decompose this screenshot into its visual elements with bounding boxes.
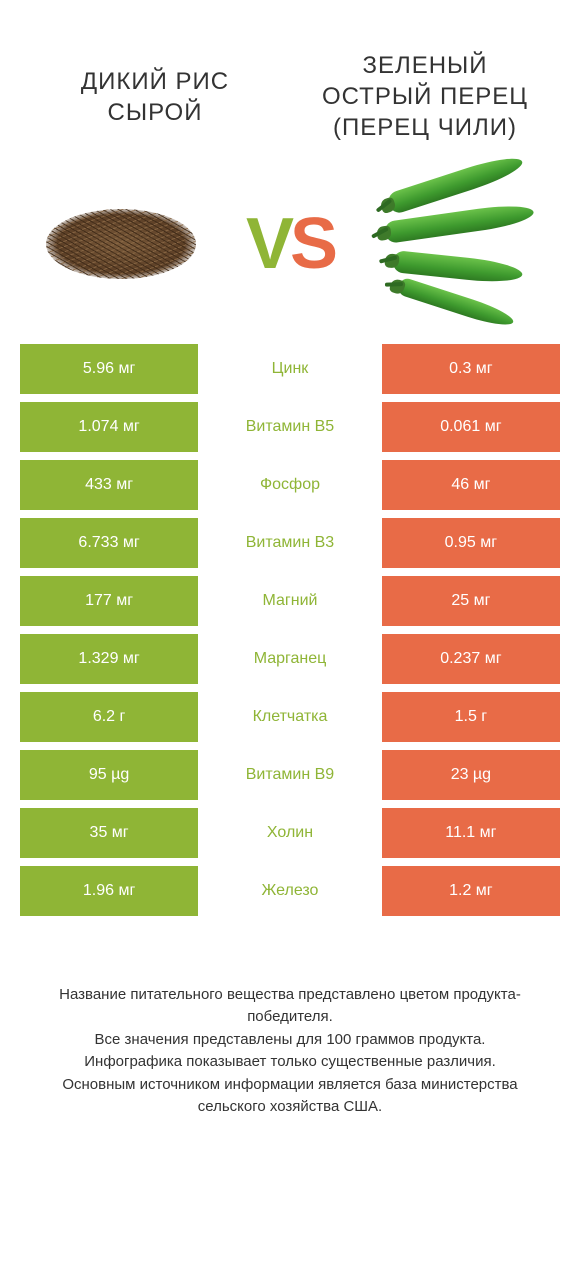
table-row: 1.96 мгЖелезо1.2 мг — [20, 866, 560, 916]
table-row: 95 µgВитамин B923 µg — [20, 750, 560, 800]
table-row: 1.074 мгВитамин B50.061 мг — [20, 402, 560, 452]
nutrient-table: 5.96 мгЦинк0.3 мг 1.074 мгВитамин B50.061… — [0, 344, 580, 924]
infographic: ДИКИЙ РИС СЫРОЙ ЗЕЛЕНЫЙ ОСТРЫЙ ПЕРЕЦ (ПЕ… — [0, 0, 580, 1264]
nutrient-label: Железо — [198, 866, 382, 916]
nutrient-label: Цинк — [198, 344, 382, 394]
vs-s: S — [290, 204, 334, 284]
table-row: 433 мгФосфор46 мг — [20, 460, 560, 510]
footer-line: Основным источником информации является … — [30, 1074, 550, 1119]
right-value: 0.3 мг — [382, 344, 560, 394]
nutrient-label: Клетчатка — [198, 692, 382, 742]
table-row: 35 мгХолин11.1 мг — [20, 808, 560, 858]
table-row: 6.733 мгВитамин B30.95 мг — [20, 518, 560, 568]
nutrient-label: Витамин B5 — [198, 402, 382, 452]
left-value: 177 мг — [20, 576, 198, 626]
right-value: 23 µg — [382, 750, 560, 800]
table-row: 5.96 мгЦинк0.3 мг — [20, 344, 560, 394]
right-value: 11.1 мг — [382, 808, 560, 858]
left-value: 1.074 мг — [20, 402, 198, 452]
right-value: 0.95 мг — [382, 518, 560, 568]
right-value: 25 мг — [382, 576, 560, 626]
left-value: 6.733 мг — [20, 518, 198, 568]
nutrient-label: Фосфор — [198, 460, 382, 510]
left-value: 5.96 мг — [20, 344, 198, 394]
nutrient-label: Витамин B9 — [198, 750, 382, 800]
image-row: VS — [0, 164, 580, 344]
left-value: 95 µg — [20, 750, 198, 800]
footer-line: Название питательного вещества представл… — [30, 984, 550, 1029]
left-image — [23, 209, 219, 279]
nutrient-label: Марганец — [198, 634, 382, 684]
right-value: 0.061 мг — [382, 402, 560, 452]
left-title: ДИКИЙ РИС СЫРОЙ — [34, 66, 277, 128]
right-value: 0.237 мг — [382, 634, 560, 684]
left-value: 35 мг — [20, 808, 198, 858]
left-value: 6.2 г — [20, 692, 198, 742]
vs-label: VS — [246, 203, 334, 285]
footer-line: Инфографика показывает только существенн… — [30, 1051, 550, 1074]
left-value: 1.329 мг — [20, 634, 198, 684]
footer-line: Все значения представлены для 100 граммо… — [30, 1029, 550, 1052]
nutrient-label: Магний — [198, 576, 382, 626]
rice-icon — [46, 209, 196, 279]
vs-v: V — [246, 204, 290, 284]
right-value: 1.2 мг — [382, 866, 560, 916]
chili-icon — [379, 184, 539, 304]
nutrient-label: Витамин B3 — [198, 518, 382, 568]
table-row: 6.2 гКлетчатка1.5 г — [20, 692, 560, 742]
left-value: 433 мг — [20, 460, 198, 510]
table-row: 177 мгМагний25 мг — [20, 576, 560, 626]
right-value: 46 мг — [382, 460, 560, 510]
table-row: 1.329 мгМарганец0.237 мг — [20, 634, 560, 684]
right-image — [361, 184, 557, 304]
right-value: 1.5 г — [382, 692, 560, 742]
nutrient-label: Холин — [198, 808, 382, 858]
header: ДИКИЙ РИС СЫРОЙ ЗЕЛЕНЫЙ ОСТРЫЙ ПЕРЕЦ (ПЕ… — [0, 0, 580, 164]
footer: Название питательного вещества представл… — [0, 924, 580, 1149]
left-value: 1.96 мг — [20, 866, 198, 916]
right-title: ЗЕЛЕНЫЙ ОСТРЫЙ ПЕРЕЦ (ПЕРЕЦ ЧИЛИ) — [304, 50, 547, 144]
